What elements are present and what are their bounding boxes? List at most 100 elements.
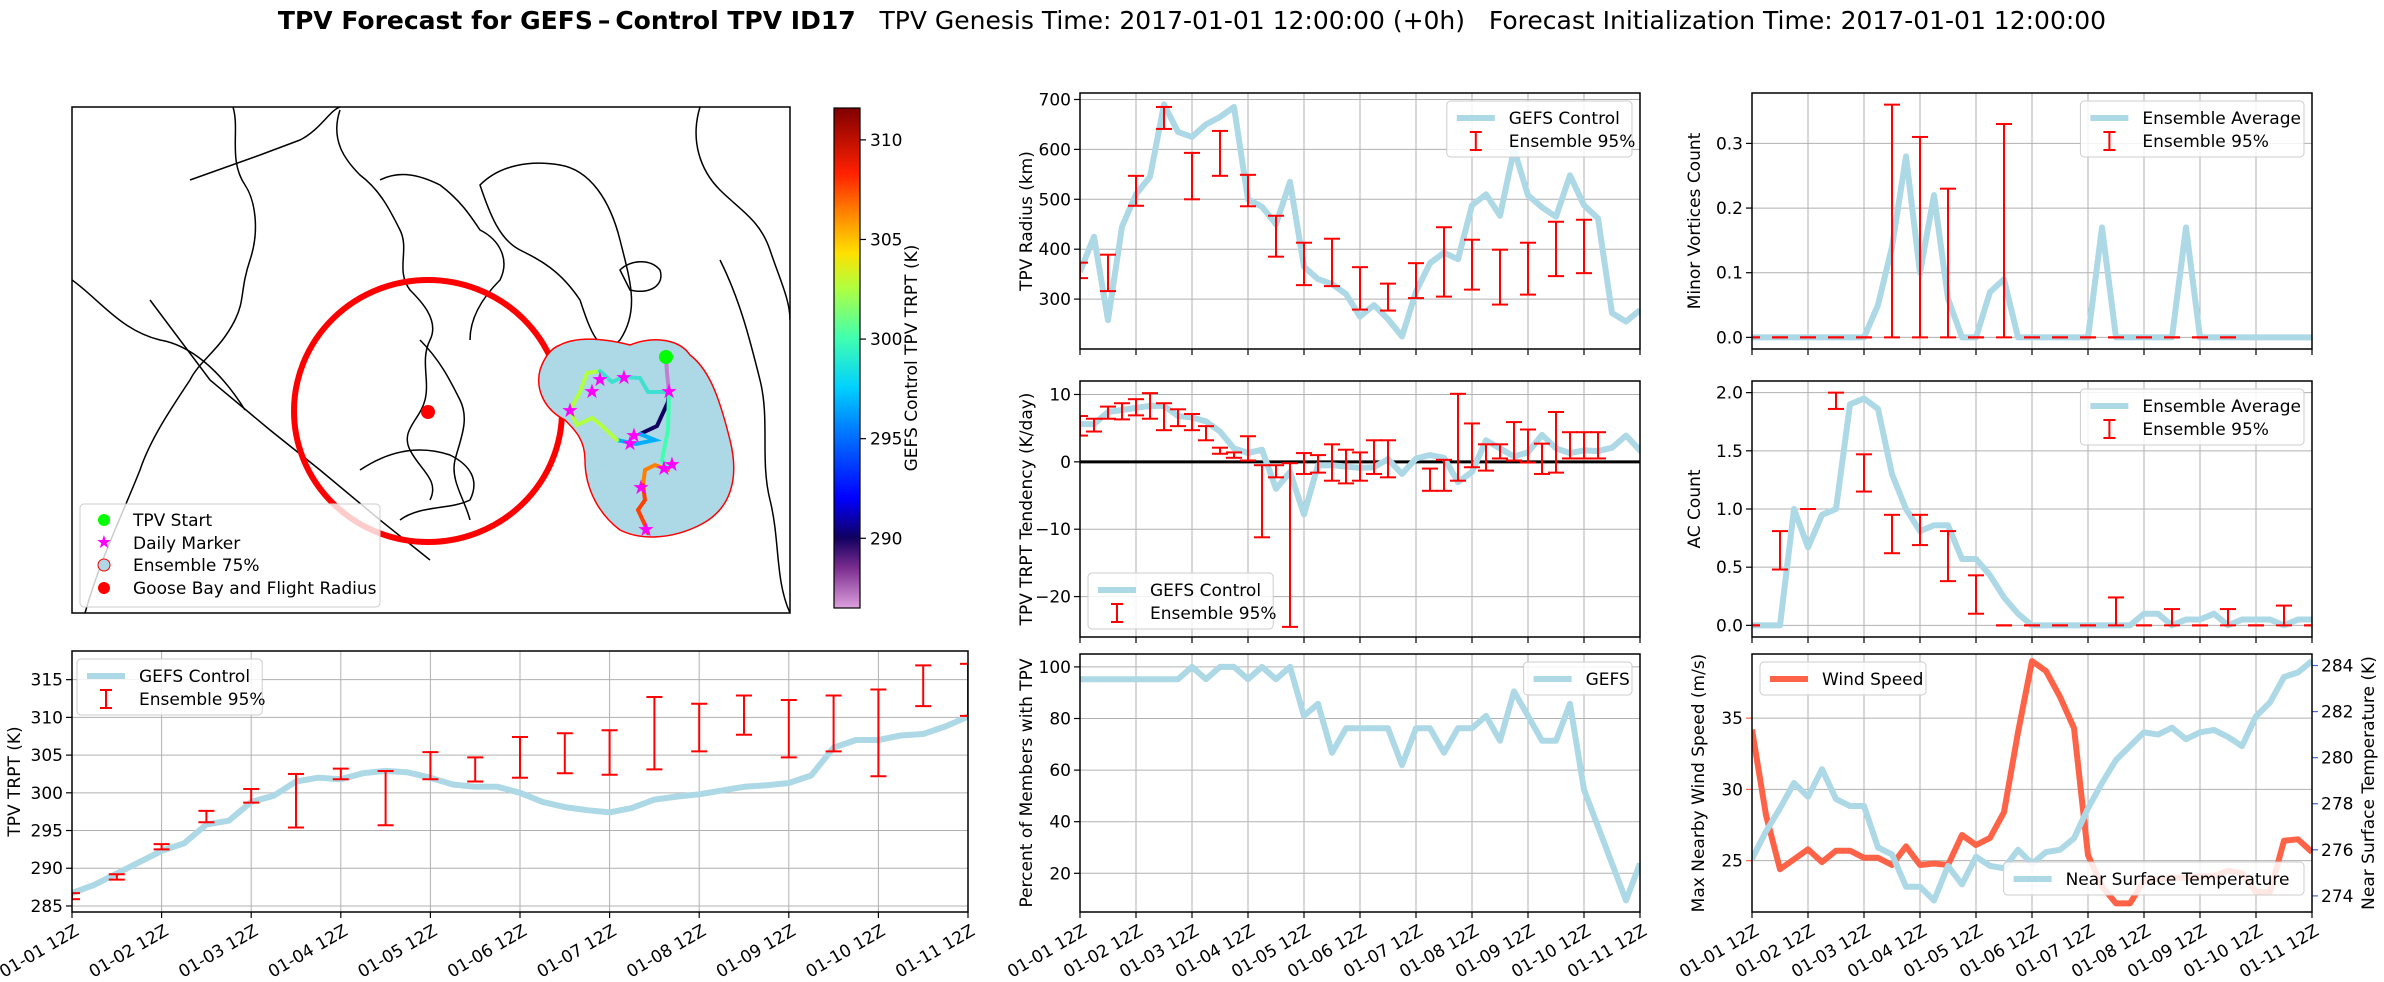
coastline-scandinavia	[695, 107, 790, 321]
y-tick-label: 315	[31, 671, 63, 691]
y-tick-label: 0.0	[1716, 616, 1743, 636]
errorbar	[915, 664, 932, 708]
map-frame	[71, 106, 791, 614]
legend: GEFS	[1523, 661, 1633, 696]
legend-label: Ensemble 95%	[1509, 132, 1636, 152]
errorbar	[1324, 443, 1340, 482]
y-tick-label: 0.2	[1716, 199, 1743, 219]
errorbar	[1080, 261, 1088, 280]
y-tick-label: 700	[1039, 90, 1071, 110]
y-axis-label: Max Nearby Wind Speed (m/s)	[1689, 654, 1709, 913]
errorbar	[1240, 435, 1256, 462]
errorbar	[1268, 464, 1284, 479]
axes-frame	[1079, 653, 1641, 913]
errorbar	[1254, 464, 1270, 539]
errorbar	[1352, 451, 1368, 482]
errorbar	[1142, 392, 1158, 420]
x-tick-label: 01-08 12Z	[623, 921, 709, 982]
series-line-gefs	[1080, 663, 1640, 904]
errorbar	[1310, 454, 1326, 474]
coastline-alaska	[84, 107, 257, 613]
errorbar	[780, 699, 797, 759]
title-bold: TPV Forecast for GEFS – Control TPV ID17	[277, 6, 856, 35]
errorbar	[1100, 405, 1116, 420]
legend: GEFS Control Ensemble 95%	[76, 658, 266, 716]
plot-area	[72, 662, 968, 901]
errorbar	[1492, 443, 1508, 460]
y-axis-label: AC Count	[1685, 469, 1705, 548]
colorbar-tick-label: 305	[870, 230, 902, 250]
map-panel: ★ ★ ★ ★ ★ ★ ★ ★ ★ ★ ★ TPV Start ★ Daily …	[71, 106, 791, 614]
y-tick-label: 30	[1721, 780, 1743, 800]
border-line	[189, 107, 341, 181]
errorbar	[1828, 391, 1844, 410]
daily-marker: ★	[583, 379, 601, 403]
errorbar	[646, 696, 663, 771]
errorbar	[1352, 266, 1368, 311]
y-tick-label: −20	[1035, 588, 1071, 608]
plot-area	[1752, 391, 2312, 629]
x-tick-label: 01-06 12Z	[444, 921, 530, 982]
errorbar	[1080, 415, 1088, 437]
errorbar	[1996, 123, 2012, 339]
errorbar	[1184, 413, 1200, 432]
series-line-gefs-control	[1080, 402, 1640, 518]
errorbar	[1408, 262, 1424, 300]
plot-area	[1080, 663, 1640, 904]
errorbar	[1436, 226, 1452, 298]
series-line-gefs-control	[1080, 101, 1640, 340]
daily-markers: ★ ★ ★ ★ ★ ★ ★ ★ ★ ★ ★	[561, 365, 681, 541]
errorbar	[332, 767, 349, 781]
coastline-arctic	[379, 173, 505, 341]
errorbar	[556, 732, 573, 775]
errorbar	[1156, 402, 1172, 432]
errorbar	[870, 688, 887, 778]
errorbar	[1912, 135, 1928, 339]
coastline-europe	[719, 259, 790, 613]
errorbar	[1534, 442, 1550, 475]
legend-daily-marker: Daily Marker	[133, 534, 240, 554]
errorbar	[1282, 462, 1298, 628]
errorbar	[960, 662, 968, 717]
legend-tpv-start-icon	[98, 514, 110, 526]
y2-axis-label: Near Surface Temperature (K)	[2359, 656, 2379, 910]
errorbar	[1884, 103, 1900, 339]
coastline-labrador	[419, 339, 471, 521]
legend-label: Ensemble Average	[2142, 109, 2301, 129]
errorbar	[108, 873, 125, 881]
errorbar	[1380, 439, 1396, 479]
errorbar	[1436, 458, 1452, 492]
errorbar	[825, 694, 842, 753]
daily-marker: ★	[561, 398, 579, 422]
errorbar	[72, 892, 80, 901]
y-axis-label: TPV Radius (km)	[1017, 151, 1037, 292]
colorbar-tick-label: 300	[870, 330, 902, 350]
errorbar	[1338, 448, 1354, 485]
coastline-west	[72, 279, 246, 411]
y-tick-label: 290	[31, 859, 63, 879]
errorbar	[1576, 218, 1592, 275]
errorbar	[153, 843, 170, 851]
errorbar	[377, 769, 394, 827]
legend-box	[2079, 388, 2305, 446]
errorbar	[2108, 596, 2124, 627]
x-tick-label: 01-05 12Z	[355, 921, 441, 982]
errorbar	[1450, 392, 1466, 482]
errorbar	[288, 772, 304, 829]
errorbar	[691, 702, 708, 753]
legend-box	[1759, 661, 1927, 696]
y-tick-label: 295	[31, 822, 63, 842]
daily-marker: ★	[663, 452, 681, 476]
y-tick-label: 0.1	[1716, 264, 1743, 284]
errorbar	[1128, 174, 1144, 207]
y-tick-label: 80	[1049, 710, 1071, 730]
tpv-start-marker	[659, 350, 673, 364]
x-tick-label: 01-04 12Z	[265, 921, 351, 982]
legend: Ensemble Average Ensemble 95%	[2079, 100, 2305, 158]
errorbar	[1492, 248, 1508, 306]
errorbar	[512, 735, 528, 779]
errorbar	[1856, 453, 1872, 493]
y-tick-label: 0.3	[1716, 134, 1743, 154]
y-tick-label: 0.5	[1716, 558, 1743, 578]
